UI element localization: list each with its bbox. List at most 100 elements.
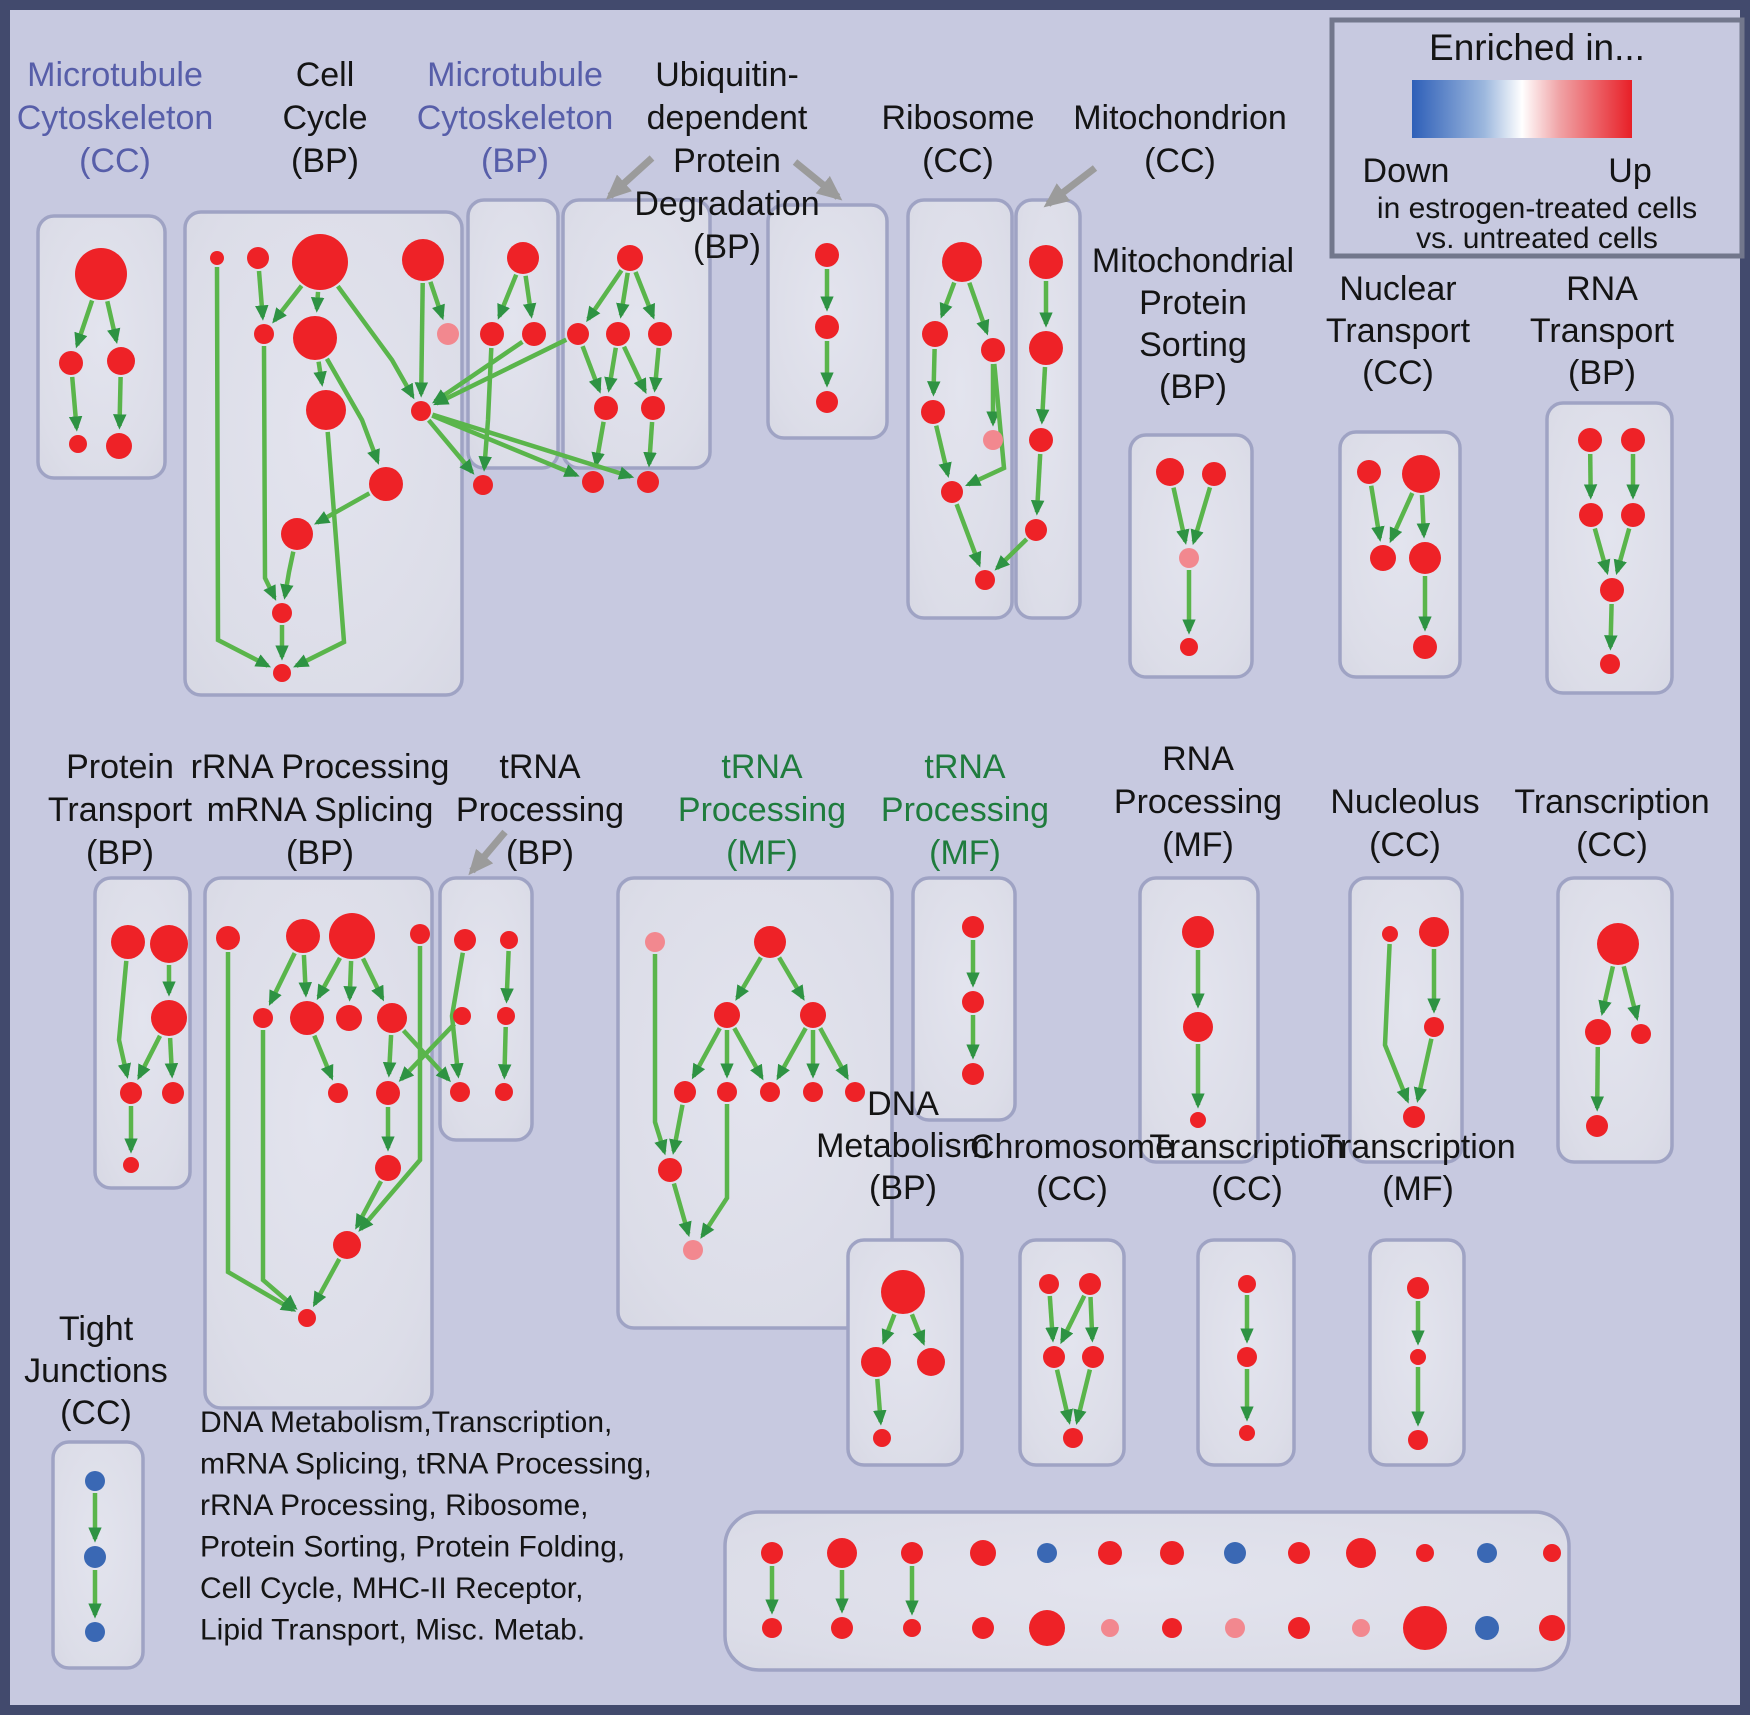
legend-subtitle-line2: vs. untreated cells <box>1416 222 1658 255</box>
label-trna-mf-2-line1: Processing <box>881 791 1049 829</box>
go-term-node-trna-bp-4 <box>450 1082 470 1102</box>
hierarchy-edge-cell-cycle-13 <box>293 431 347 668</box>
label-nuclear-transport-line2: (CC) <box>1362 354 1434 392</box>
go-term-node-mitochondrion-2 <box>1029 428 1053 452</box>
label-nuclear-transport-line1: Transport <box>1326 312 1471 350</box>
matrix-node-bottom-9 <box>1352 1619 1370 1637</box>
misc-terms-text-line3: Protein Sorting, Protein Folding, <box>200 1531 625 1564</box>
hierarchy-edge-trna-mf-9 <box>669 1104 685 1155</box>
cluster-box-chromosome <box>1018 1238 1126 1467</box>
go-term-node-nucleolus-0 <box>1382 926 1398 942</box>
annotation-arrow-ubiquitin-to-left-box <box>605 155 655 200</box>
go-term-node-cell-cycle-11 <box>272 603 292 623</box>
go-term-node-microtubule-cc-2 <box>107 347 135 375</box>
hierarchy-edge-cell-cycle-3 <box>335 284 415 400</box>
go-term-node-trna-mf-2-2 <box>962 1063 984 1085</box>
go-term-node-rna-transport-2 <box>1579 503 1603 527</box>
hierarchy-edge-mito-sorting-0 <box>1171 487 1190 545</box>
legend-gradient-bar <box>1412 80 1632 138</box>
label-ribosome-line0: Ribosome <box>881 99 1034 137</box>
cluster-box-trna-mf <box>616 876 894 1330</box>
hierarchy-edge-rrna-mrna-1 <box>298 954 312 998</box>
misc-terms-text-line4: Cell Cycle, MHC-II Receptor, <box>200 1572 583 1605</box>
matrix-node-bottom-1 <box>831 1617 853 1639</box>
go-term-node-ubiquitin-4 <box>594 396 618 420</box>
go-term-node-rna-transport-5 <box>1600 654 1620 674</box>
hierarchy-edge-cell-cycle-2 <box>310 291 325 313</box>
hierarchy-edge-protein-transport-2 <box>137 1034 163 1081</box>
hierarchy-edge-rrna-mrna-2 <box>316 956 342 1001</box>
hierarchy-edge-cell-cycle-1 <box>272 284 304 324</box>
go-term-node-trna-mf-9 <box>658 1158 682 1182</box>
label-dna-metabolism-line1: Metabolism <box>816 1127 990 1165</box>
go-term-node-rna-transport-4 <box>1600 578 1624 602</box>
go-term-node-protein-transport-5 <box>123 1157 139 1173</box>
go-term-node-trna-mf-2-1 <box>962 991 984 1013</box>
matrix-node-top-10 <box>1416 1544 1434 1562</box>
go-term-node-ubiquitin-chain-0 <box>815 243 839 267</box>
label-trna-mf-line1: Processing <box>678 791 846 829</box>
go-term-node-rrna-mrna-8 <box>328 1083 348 1103</box>
go-term-node-nuclear-transport-0 <box>1357 460 1381 484</box>
hierarchy-edge-rna-transport-0 <box>1583 453 1598 500</box>
hierarchy-edge-ribosome-1 <box>967 282 990 336</box>
hierarchy-edge-rrna-mrna-11 <box>225 952 297 1312</box>
label-rrna-mrna-line0: rRNA Processing <box>191 748 450 786</box>
go-term-node-protein-transport-1 <box>150 925 188 963</box>
go-term-node-trna-bp-0 <box>454 929 476 951</box>
label-rrna-mrna-line1: mRNA Splicing <box>207 791 434 829</box>
label-trna-mf-2-line2: (MF) <box>929 834 1001 872</box>
hierarchy-edge-trna-bp-1 <box>500 950 514 1004</box>
go-term-node-trna-mf-10 <box>683 1240 703 1260</box>
hierarchy-edge-trna-mf-10 <box>671 1182 692 1238</box>
matrix-node-bottom-12 <box>1539 1615 1565 1641</box>
label-ubiquitin-line4: (BP) <box>693 228 761 266</box>
label-trna-mf-line2: (MF) <box>726 834 798 872</box>
matrix-node-top-8 <box>1288 1542 1310 1564</box>
go-term-node-dna-metabolism-1 <box>861 1347 891 1377</box>
go-term-node-mitochondrion-1 <box>1029 331 1063 365</box>
hierarchy-edge-nucleolus-0 <box>1382 943 1410 1104</box>
matrix-node-top-0 <box>761 1542 783 1564</box>
go-term-node-microtubule-bp-2 <box>522 322 546 346</box>
label-microtubule-bp-line0: Microtubule <box>427 56 603 94</box>
go-term-node-chromosome-0 <box>1039 1274 1059 1294</box>
go-term-node-cell-cycle-9 <box>369 467 403 501</box>
hierarchy-edge-trna-bp-0 <box>449 952 466 1079</box>
go-term-node-ribosome-2 <box>981 338 1005 362</box>
hierarchy-edge-chromosome-4 <box>1073 1369 1093 1425</box>
hierarchy-edge-ribosome-4 <box>934 425 952 479</box>
hierarchy-edge-mitochondrion-1 <box>1035 366 1050 425</box>
legend-title: Enriched in... <box>1429 27 1645 68</box>
go-term-node-ubiquitin-1 <box>567 323 589 345</box>
go-term-node-mito-sorting-1 <box>1202 462 1226 486</box>
go-term-node-microtubule-cc-3 <box>69 435 87 453</box>
cross-cluster-edge-5 <box>994 537 1029 571</box>
go-term-node-trna-mf-3 <box>800 1002 826 1028</box>
go-term-node-nucleolus-2 <box>1424 1017 1444 1037</box>
label-transcription-cc-2-line0: Transcription <box>1149 1128 1344 1166</box>
matrix-node-top-7 <box>1224 1542 1246 1564</box>
matrix-node-top-9 <box>1346 1538 1376 1568</box>
label-transcription-cc-line0: Transcription <box>1514 783 1709 821</box>
matrix-node-top-5 <box>1098 1541 1122 1565</box>
hierarchy-edge-ubiquitin-6 <box>649 347 663 393</box>
hierarchy-edge-chromosome-1 <box>1059 1294 1087 1345</box>
hierarchy-edge-cell-cycle-4 <box>428 281 445 321</box>
cross-cluster-edge-4 <box>431 412 635 480</box>
matrix-node-bottom-3 <box>972 1617 994 1639</box>
label-microtubule-bp-line1: Cytoskeleton <box>417 99 614 137</box>
label-trna-bp-line0: tRNA <box>499 748 581 786</box>
go-term-node-transcription-cc-1 <box>1585 1019 1611 1045</box>
label-rna-transport-line2: (BP) <box>1568 354 1636 392</box>
go-term-node-chromosome-4 <box>1063 1428 1083 1448</box>
go-term-node-trna-mf-5 <box>717 1082 737 1102</box>
hierarchy-edge-ribosome-6 <box>954 503 982 568</box>
annotation-arrow-ubiquitin-to-right-box <box>792 159 843 201</box>
go-term-node-rrna-mrna-10 <box>375 1155 401 1181</box>
label-rna-processing-line2: (MF) <box>1162 826 1234 864</box>
hierarchy-edge-nuclear-transport-1 <box>1389 492 1415 544</box>
label-microtubule-cc-line2: (CC) <box>79 142 151 180</box>
go-term-node-ribosome-6 <box>975 570 995 590</box>
